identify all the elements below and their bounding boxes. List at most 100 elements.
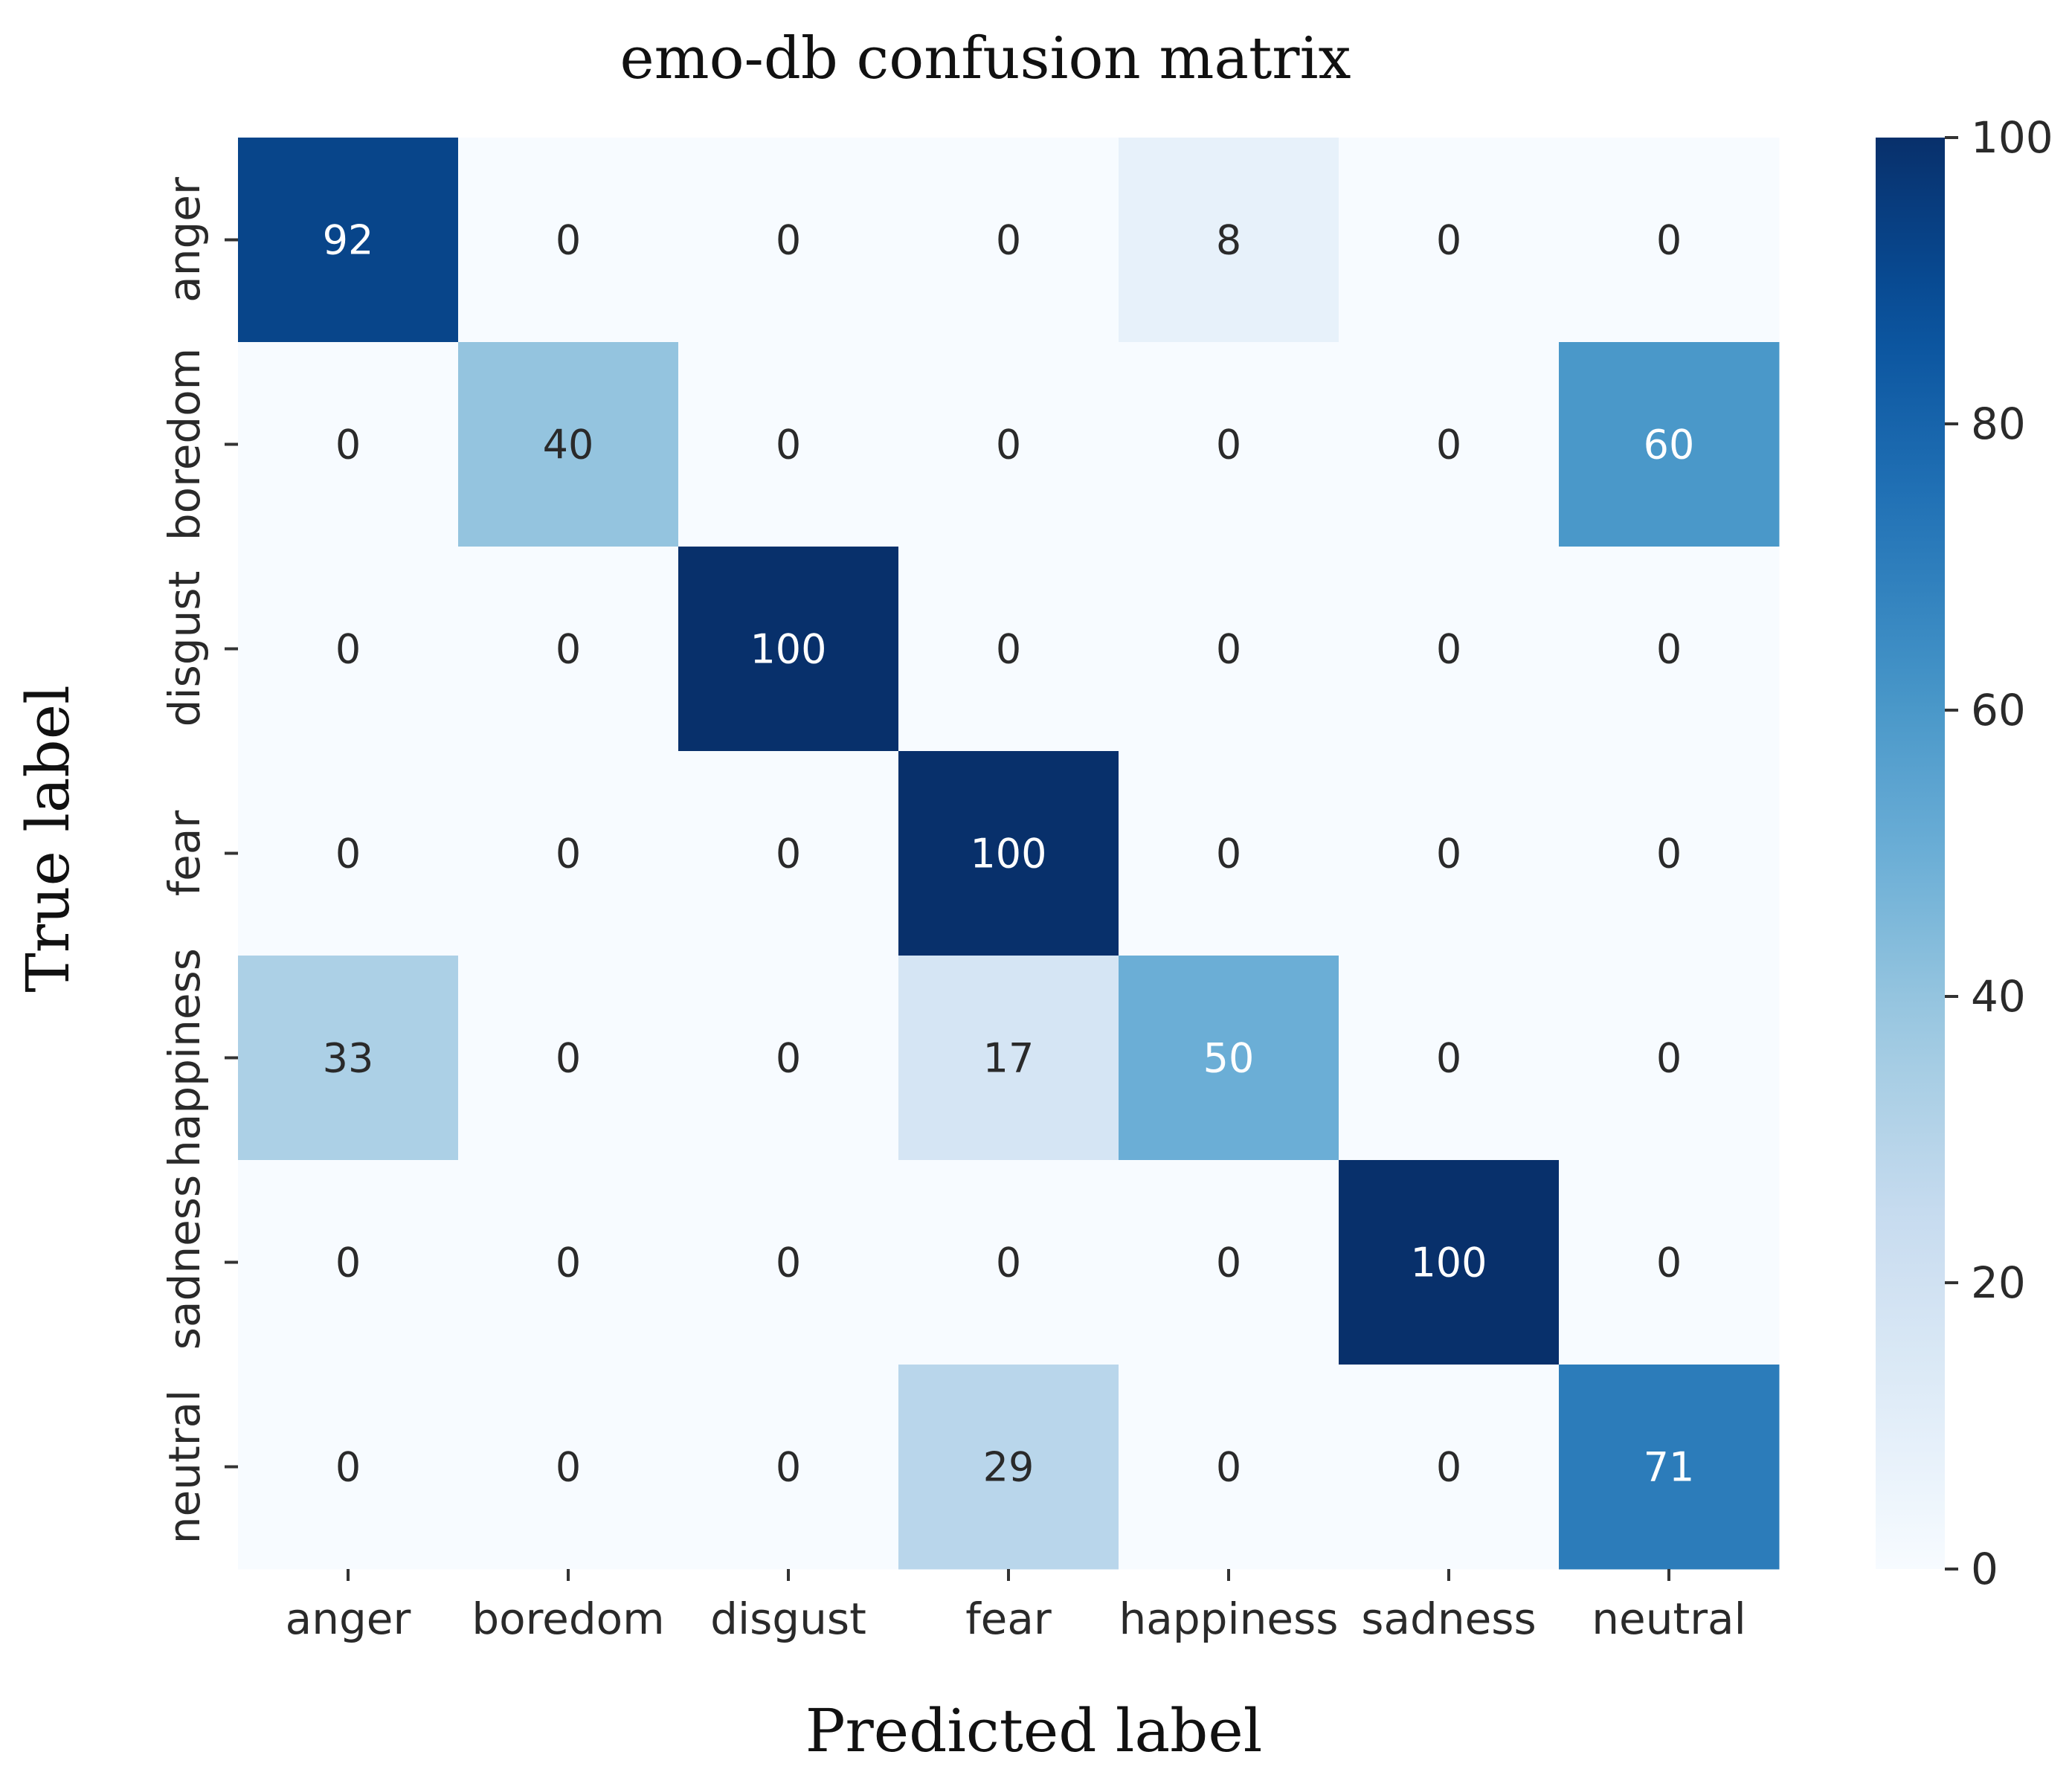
heatmap-cell: [1339, 956, 1560, 1161]
chart-title: emo-db confusion matrix: [620, 25, 1351, 92]
cell-value-label: 0: [776, 1240, 801, 1286]
cell-value-label: 0: [996, 626, 1021, 673]
heatmap-cell: [678, 751, 899, 956]
heatmap-cell: [1559, 138, 1780, 343]
cell-value-label: 0: [556, 1035, 581, 1082]
heatmap-cell: [1119, 956, 1339, 1161]
heatmap-cell: [1559, 1365, 1780, 1570]
heatmap-cell: [238, 751, 459, 956]
cell-value-label: 100: [970, 831, 1046, 877]
cell-value-label: 0: [776, 1035, 801, 1082]
heatmap-cell: [1119, 1365, 1339, 1570]
cell-value-label: 0: [556, 831, 581, 877]
cell-value-label: 60: [1644, 422, 1695, 468]
cell-value-label: 17: [983, 1035, 1035, 1082]
y-tick-label: fear: [159, 811, 210, 897]
colorbar-tick-label: 100: [1971, 112, 2053, 163]
heatmap-cell: [1339, 547, 1560, 752]
cell-value-label: 0: [776, 217, 801, 264]
cell-value-label: 0: [1436, 1444, 1461, 1491]
cell-value-label: 0: [1656, 1035, 1682, 1082]
cell-value-label: 0: [776, 831, 801, 877]
heatmap-cell: [458, 342, 679, 547]
heatmap-cell: [238, 547, 459, 752]
cell-value-label: 0: [335, 1240, 361, 1286]
x-tick-label: happiness: [1119, 1594, 1339, 1644]
heatmap-cells: 92 0 0 0 8 0 0 0 40 0 0 0 0 60 0 0 100 0 0 0 0 0 0 0 100 0 0 0 33 0 0 1…: [238, 138, 1780, 1570]
heatmap-cell: [678, 1160, 899, 1365]
cell-value-label: 0: [335, 1444, 361, 1491]
heatmap-cell: [678, 138, 899, 343]
cell-value-label: 8: [1216, 217, 1241, 264]
cell-value-label: 0: [335, 831, 361, 877]
cell-value-label: 0: [996, 217, 1021, 264]
cell-value-label: 0: [776, 422, 801, 468]
heatmap-cell: [898, 547, 1119, 752]
colorbar-tick-label: 40: [1971, 971, 2026, 1022]
cell-value-label: 100: [750, 626, 826, 673]
cell-value-label: 92: [323, 217, 374, 264]
y-tick-label: sadness: [159, 1175, 210, 1350]
heatmap-cell: [898, 342, 1119, 547]
cell-value-label: 0: [1216, 626, 1241, 673]
cell-value-label: 29: [983, 1444, 1035, 1491]
cell-value-label: 40: [543, 422, 594, 468]
heatmap-cell: [1339, 342, 1560, 547]
y-tick-label: neutral: [159, 1390, 210, 1544]
heatmap-cell: [898, 138, 1119, 343]
heatmap-cell: [678, 1365, 899, 1570]
cell-value-label: 0: [996, 422, 1021, 468]
y-tick-label: anger: [159, 177, 210, 303]
heatmap-cell: [1339, 751, 1560, 956]
cell-value-label: 0: [1656, 626, 1682, 673]
heatmap-cell: [1339, 1365, 1560, 1570]
cell-value-label: 0: [1216, 422, 1241, 468]
cell-value-label: 0: [1436, 422, 1461, 468]
heatmap-cell: [1339, 138, 1560, 343]
y-tick-label: boredom: [159, 348, 210, 541]
heatmap-cell: [458, 1365, 679, 1570]
cell-value-label: 0: [556, 626, 581, 673]
colorbar-tick-label: 60: [1971, 685, 2026, 735]
cell-value-label: 0: [1656, 831, 1682, 877]
x-tick-label: anger: [286, 1594, 411, 1644]
cell-value-label: 0: [556, 1240, 581, 1286]
colorbar: [1876, 138, 1945, 1569]
cell-value-label: 0: [776, 1444, 801, 1491]
cell-value-label: 0: [1436, 1035, 1461, 1082]
heatmap-cell: [678, 547, 899, 752]
heatmap-cell: [898, 751, 1119, 956]
heatmap-cell: [238, 138, 459, 343]
heatmap-cell: [1119, 138, 1339, 343]
x-tick-label: neutral: [1592, 1594, 1746, 1644]
colorbar-tick-label: 20: [1971, 1257, 2026, 1308]
heatmap-cell: [1119, 342, 1339, 547]
x-tick-label: sadness: [1361, 1594, 1536, 1644]
heatmap-cell: [1119, 547, 1339, 752]
y-axis-ticks: anger boredom disgust fear happiness sadness n…: [159, 177, 238, 1544]
cell-value-label: 33: [323, 1035, 374, 1082]
cell-value-label: 100: [1410, 1240, 1487, 1286]
x-tick-label: boredom: [472, 1594, 664, 1644]
heatmap-cell: [1559, 342, 1780, 547]
y-axis-title: True label: [13, 685, 83, 992]
colorbar-tick-label: 0: [1971, 1544, 1998, 1594]
heatmap-cell: [238, 1365, 459, 1570]
heatmap-cell: [1559, 956, 1780, 1161]
heatmap-cell: [1559, 1160, 1780, 1365]
heatmap-cell: [1119, 1160, 1339, 1365]
cell-value-label: 50: [1203, 1035, 1255, 1082]
cell-value-label: 0: [1656, 1240, 1682, 1286]
colorbar-ticks: 0 20 40 60 80 100: [1945, 112, 2053, 1594]
heatmap-cell: [678, 956, 899, 1161]
heatmap-cell: [238, 956, 459, 1161]
cell-value-label: 0: [1656, 217, 1682, 264]
cell-value-label: 0: [556, 1444, 581, 1491]
y-tick-label: happiness: [159, 948, 210, 1167]
heatmap-cell: [238, 342, 459, 547]
cell-value-label: 0: [1436, 217, 1461, 264]
cell-value-label: 0: [1216, 1240, 1241, 1286]
x-axis-title: Predicted label: [805, 1696, 1263, 1765]
x-axis-ticks: anger boredom disgust fear happiness sadness n…: [286, 1569, 1746, 1644]
